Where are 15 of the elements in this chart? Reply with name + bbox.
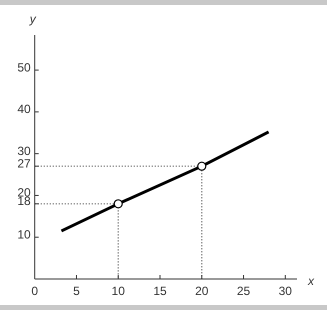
x-tick-label: 25 xyxy=(236,284,251,298)
x-tick-label: 15 xyxy=(153,284,167,298)
x-tick-label: 0 xyxy=(31,284,38,298)
y-tick-label: 40 xyxy=(17,102,32,116)
y-tick-label: 50 xyxy=(17,60,32,74)
y-tick-label: 27 xyxy=(17,156,32,170)
y-tick-label: 10 xyxy=(17,227,32,242)
x-tick-label: 5 xyxy=(73,284,80,298)
x-tick-label: 10 xyxy=(112,284,126,298)
line-series xyxy=(60,130,270,232)
x-axis-title: x xyxy=(307,274,315,288)
x-tick-label: 30 xyxy=(278,284,292,298)
x-tick-label: 20 xyxy=(195,284,209,298)
y-axis-title: y xyxy=(28,12,37,26)
y-tick-label: 30 xyxy=(17,144,32,158)
